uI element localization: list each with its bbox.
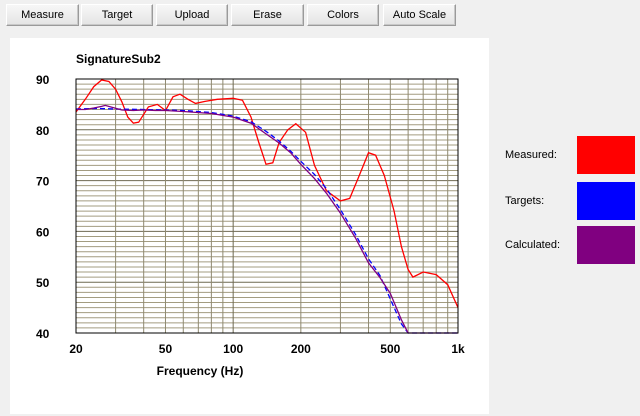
toolbar: Measure Target Upload Erase Colors Auto … bbox=[0, 0, 640, 34]
upload-button[interactable]: Upload bbox=[156, 4, 228, 26]
grid bbox=[76, 79, 458, 333]
series-line-measured bbox=[75, 79, 459, 308]
legend-label-measured: Measured: bbox=[505, 149, 557, 161]
x-tick-label: 500 bbox=[380, 342, 400, 356]
calculated-color-swatch[interactable] bbox=[577, 226, 635, 264]
targets-color-swatch[interactable] bbox=[577, 182, 635, 220]
legend: Measured: Targets: Calculated: bbox=[495, 120, 640, 280]
auto-scale-button[interactable]: Auto Scale bbox=[383, 4, 456, 26]
legend-label-calculated: Calculated: bbox=[505, 239, 561, 251]
x-tick-label: 20 bbox=[69, 342, 83, 356]
frequency-response-chart: SignatureSub2 40 50 60 70 80 90 20 50 100 200 500 1… bbox=[36, 52, 465, 378]
erase-button[interactable]: Erase bbox=[231, 4, 304, 26]
y-tick-label: 90 bbox=[36, 73, 50, 87]
y-tick-label: 50 bbox=[36, 276, 50, 290]
measured-color-swatch[interactable] bbox=[577, 136, 635, 174]
target-button[interactable]: Target bbox=[81, 4, 153, 26]
y-tick-label: 80 bbox=[36, 124, 50, 138]
measure-button[interactable]: Measure bbox=[6, 4, 79, 26]
y-tick-label: 40 bbox=[36, 327, 50, 341]
legend-label-targets: Targets: bbox=[505, 195, 545, 207]
tick-labels: 40 50 60 70 80 90 20 50 100 200 500 1k bbox=[36, 73, 465, 356]
x-tick-label: 1k bbox=[451, 342, 465, 356]
x-tick-label: 200 bbox=[291, 342, 311, 356]
plot-panel: SignatureSub2 40 50 60 70 80 90 20 50 100 200 500 1… bbox=[10, 38, 489, 414]
x-tick-label: 50 bbox=[159, 342, 173, 356]
colors-button[interactable]: Colors bbox=[307, 4, 379, 26]
series-line-calculated bbox=[76, 104, 458, 334]
y-tick-label: 70 bbox=[36, 175, 50, 189]
x-axis-label: Frequency (Hz) bbox=[157, 364, 244, 378]
plot-frame bbox=[75, 78, 459, 334]
y-tick-label: 60 bbox=[36, 225, 50, 239]
x-tick-label: 100 bbox=[223, 342, 243, 356]
chart-title: SignatureSub2 bbox=[76, 52, 161, 66]
